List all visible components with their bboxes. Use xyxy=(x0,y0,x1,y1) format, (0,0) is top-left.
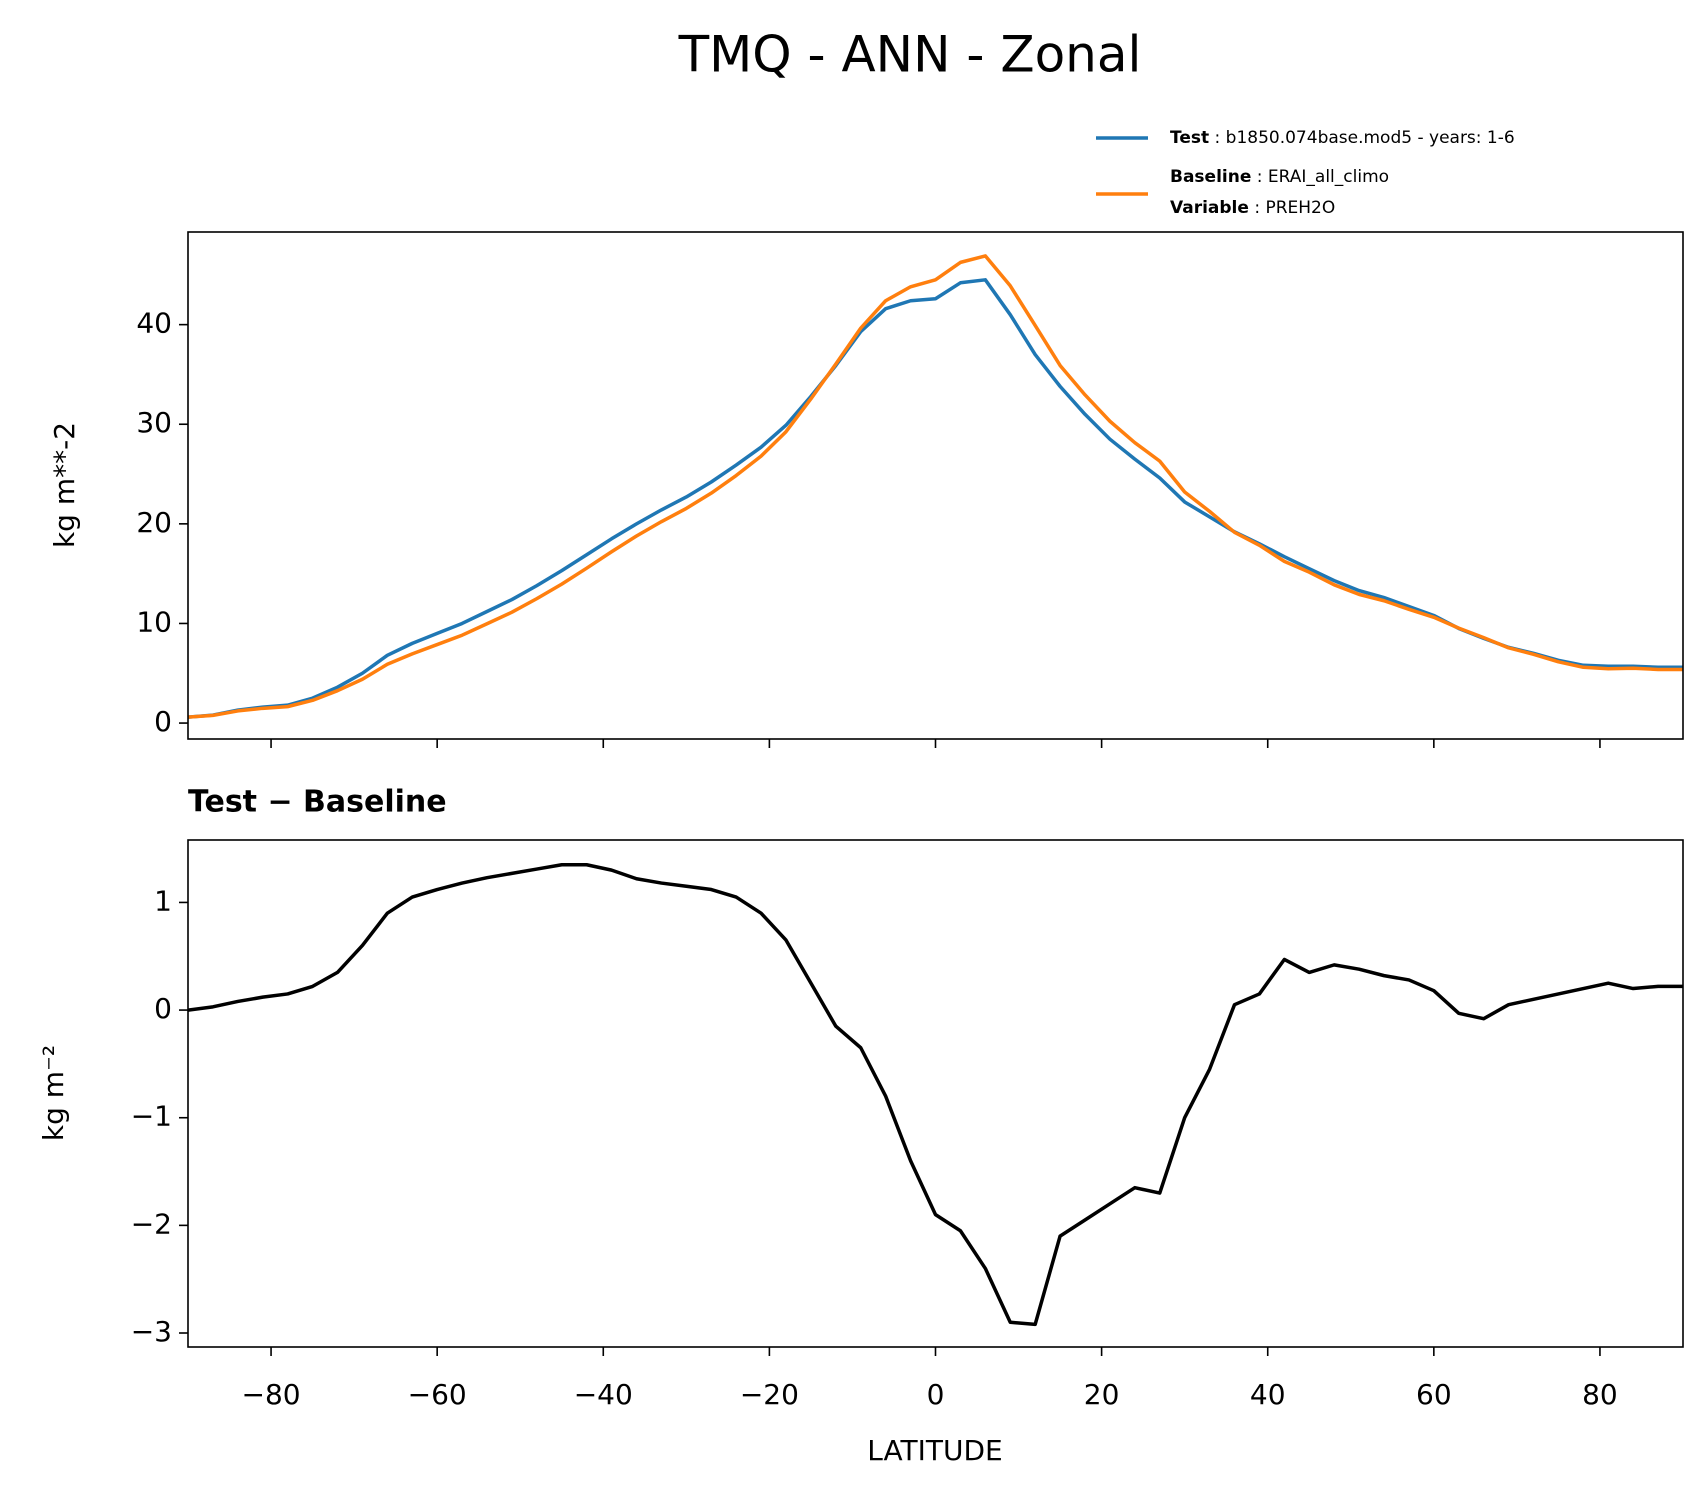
legend-entry: Baseline : ERAI_all_climo xyxy=(1170,167,1389,187)
x-tick-label: 20 xyxy=(1084,1378,1120,1411)
data-line xyxy=(188,863,1683,1327)
axes-frame xyxy=(187,839,1684,1348)
y-tick-label: 40 xyxy=(136,307,172,340)
y-tick-label: −1 xyxy=(131,1100,172,1133)
y-tick-label: 30 xyxy=(136,406,172,439)
subplot-title: Test − Baseline xyxy=(188,785,447,820)
legend-name: Test xyxy=(1170,128,1209,148)
axes-frame xyxy=(187,231,1684,740)
x-tick-label: 60 xyxy=(1416,1378,1452,1411)
x-tick-label: −60 xyxy=(408,1378,467,1411)
y-axis-label: kg m**-2 xyxy=(48,422,81,548)
y-tick-label: 0 xyxy=(154,705,172,738)
x-tick-label: 40 xyxy=(1250,1378,1286,1411)
x-tick-label: −80 xyxy=(242,1378,301,1411)
y-tick-label: 1 xyxy=(154,884,172,917)
legend-entry: Variable : PREH2O xyxy=(1170,198,1335,218)
y-tick-label: −2 xyxy=(131,1207,172,1240)
y-tick-label: 20 xyxy=(136,506,172,539)
legend-text: : ERAI_all_climo xyxy=(1257,167,1389,187)
y-axis-label: kg m⁻² xyxy=(37,1045,70,1141)
legend-text: : b1850.074base.mod5 - years: 1-6 xyxy=(1215,128,1515,148)
x-axis-label: LATITUDE xyxy=(867,1434,1002,1467)
data-line xyxy=(188,254,1683,719)
y-tick-label: 10 xyxy=(136,605,172,638)
x-tick-label: −20 xyxy=(740,1378,799,1411)
x-tick-label: −40 xyxy=(574,1378,633,1411)
legend-entry: Test : b1850.074base.mod5 - years: 1-6 xyxy=(1170,128,1515,148)
legend-name: Baseline xyxy=(1170,167,1251,187)
x-tick-label: 0 xyxy=(927,1378,945,1411)
y-tick-label: −3 xyxy=(131,1315,172,1348)
chart-title: TMQ - ANN - Zonal xyxy=(678,26,1142,84)
legend-name: Variable xyxy=(1170,198,1249,218)
y-tick-label: 0 xyxy=(154,992,172,1025)
legend-text: : PREH2O xyxy=(1254,198,1335,218)
x-tick-label: 80 xyxy=(1582,1378,1618,1411)
